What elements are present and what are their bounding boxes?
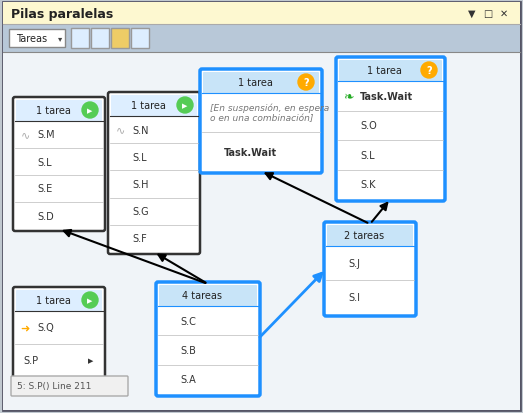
Text: ?: ? xyxy=(303,78,309,88)
FancyBboxPatch shape xyxy=(159,285,257,307)
FancyBboxPatch shape xyxy=(203,73,319,95)
Circle shape xyxy=(421,63,437,79)
Text: ▾: ▾ xyxy=(58,34,62,43)
Text: S.M: S.M xyxy=(37,130,54,140)
Circle shape xyxy=(298,75,314,91)
Text: S.G: S.G xyxy=(132,206,149,217)
Text: S.L: S.L xyxy=(132,152,146,162)
Circle shape xyxy=(82,103,98,119)
FancyBboxPatch shape xyxy=(327,225,413,247)
FancyBboxPatch shape xyxy=(71,29,89,49)
Text: Tareas: Tareas xyxy=(16,34,47,44)
FancyBboxPatch shape xyxy=(200,70,322,173)
FancyBboxPatch shape xyxy=(339,61,442,83)
FancyBboxPatch shape xyxy=(3,3,520,25)
Text: 5: S.P() Line 211: 5: S.P() Line 211 xyxy=(17,382,92,391)
FancyBboxPatch shape xyxy=(336,58,445,202)
FancyBboxPatch shape xyxy=(16,290,102,312)
FancyBboxPatch shape xyxy=(91,29,109,49)
Text: 1 tarea: 1 tarea xyxy=(36,106,71,116)
FancyBboxPatch shape xyxy=(111,96,197,118)
Text: ▶: ▶ xyxy=(183,103,188,109)
Text: S.P: S.P xyxy=(23,356,38,366)
Text: Task.Wait: Task.Wait xyxy=(224,147,277,157)
Text: ✕: ✕ xyxy=(500,9,508,19)
Text: S.B: S.B xyxy=(180,345,196,355)
Text: S.I: S.I xyxy=(348,292,360,302)
Text: 2 tareas: 2 tareas xyxy=(344,230,384,240)
Text: S.D: S.D xyxy=(37,211,54,221)
Text: Pilas paralelas: Pilas paralelas xyxy=(11,7,113,21)
Text: ?: ? xyxy=(426,66,432,76)
Text: S.L: S.L xyxy=(360,150,374,160)
FancyBboxPatch shape xyxy=(111,29,129,49)
Text: Task.Wait: Task.Wait xyxy=(360,92,413,102)
Text: 1 tarea: 1 tarea xyxy=(237,78,272,88)
Text: ❧: ❧ xyxy=(343,90,353,103)
Text: S.K: S.K xyxy=(360,180,376,190)
Circle shape xyxy=(177,98,193,114)
FancyBboxPatch shape xyxy=(324,223,416,316)
FancyBboxPatch shape xyxy=(16,101,102,123)
FancyBboxPatch shape xyxy=(9,30,65,48)
Text: [En suspensión, en espera: [En suspensión, en espera xyxy=(210,103,329,112)
FancyBboxPatch shape xyxy=(3,53,520,410)
Text: 1 tarea: 1 tarea xyxy=(367,66,402,76)
Text: □: □ xyxy=(483,9,493,19)
Text: S.O: S.O xyxy=(360,121,377,131)
Text: S.F: S.F xyxy=(132,234,147,244)
FancyBboxPatch shape xyxy=(3,3,520,410)
Text: ▶: ▶ xyxy=(88,358,94,363)
Text: ∿: ∿ xyxy=(20,130,30,140)
Text: S.E: S.E xyxy=(37,184,52,194)
FancyBboxPatch shape xyxy=(13,287,105,379)
Circle shape xyxy=(82,292,98,308)
Text: S.A: S.A xyxy=(180,375,196,385)
FancyBboxPatch shape xyxy=(156,282,260,396)
Text: ▶: ▶ xyxy=(87,108,93,114)
FancyBboxPatch shape xyxy=(3,25,520,53)
FancyBboxPatch shape xyxy=(11,376,128,396)
Text: 4 tareas: 4 tareas xyxy=(182,290,222,300)
Text: ➜: ➜ xyxy=(20,323,30,333)
Text: S.J: S.J xyxy=(348,259,360,268)
Text: S.Q: S.Q xyxy=(37,323,54,333)
Text: S.H: S.H xyxy=(132,180,149,190)
Text: 1 tarea: 1 tarea xyxy=(36,295,71,305)
Text: ∿: ∿ xyxy=(115,125,124,135)
Text: ▶: ▶ xyxy=(87,297,93,303)
Text: ▼: ▼ xyxy=(468,9,476,19)
Text: S.C: S.C xyxy=(180,316,196,326)
FancyBboxPatch shape xyxy=(131,29,149,49)
Text: o en una combinación]: o en una combinación] xyxy=(210,114,313,123)
Text: 1 tarea: 1 tarea xyxy=(131,101,165,111)
Text: S.L: S.L xyxy=(37,157,52,167)
Text: S.N: S.N xyxy=(132,125,149,135)
FancyBboxPatch shape xyxy=(108,93,200,254)
FancyBboxPatch shape xyxy=(13,98,105,231)
